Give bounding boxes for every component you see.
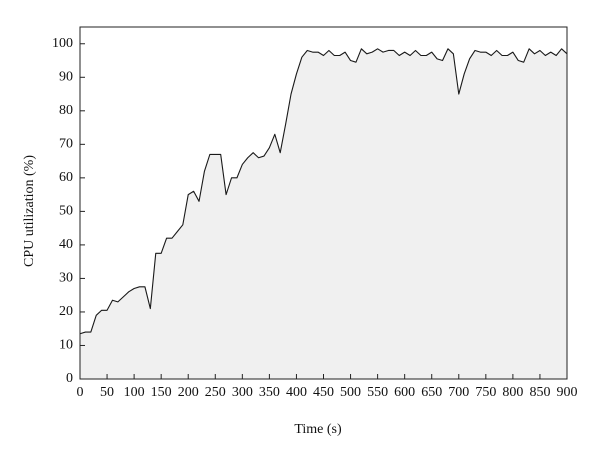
x-tick-label: 300 <box>232 385 253 400</box>
y-tick-label: 20 <box>59 304 73 319</box>
x-tick-label: 700 <box>448 385 469 400</box>
y-tick-label: 100 <box>52 36 73 51</box>
x-tick-label: 100 <box>124 385 145 400</box>
x-tick-label: 800 <box>502 385 523 400</box>
x-axis-label: Time (s) <box>294 422 342 437</box>
x-tick-label: 550 <box>367 385 388 400</box>
y-tick-label: 60 <box>59 170 73 185</box>
x-tick-label: 850 <box>529 385 550 400</box>
x-tick-label: 900 <box>557 385 578 400</box>
x-tick-label: 750 <box>475 385 496 400</box>
x-tick-label: 500 <box>340 385 361 400</box>
x-tick-label: 250 <box>205 385 226 400</box>
y-tick-label: 30 <box>59 271 73 286</box>
area-fill <box>80 48 567 379</box>
x-tick-label: 450 <box>313 385 334 400</box>
x-tick-label: 150 <box>151 385 172 400</box>
x-tick-label: 600 <box>394 385 415 400</box>
y-tick-label: 40 <box>59 237 73 252</box>
x-tick-label: 400 <box>286 385 307 400</box>
y-tick-label: 10 <box>59 338 73 353</box>
x-tick-label: 650 <box>421 385 442 400</box>
y-tick-label: 50 <box>59 204 73 219</box>
x-tick-label: 200 <box>178 385 199 400</box>
x-tick-label: 350 <box>259 385 280 400</box>
x-tick-label: 0 <box>77 385 84 400</box>
y-tick-label: 80 <box>59 103 73 118</box>
y-tick-label: 0 <box>66 371 73 386</box>
x-tick-label: 50 <box>100 385 114 400</box>
y-tick-label: 90 <box>59 70 73 85</box>
y-tick-label: 70 <box>59 137 73 152</box>
y-axis-label: CPU utilization (%) <box>22 155 37 267</box>
area-line <box>79 48 568 335</box>
